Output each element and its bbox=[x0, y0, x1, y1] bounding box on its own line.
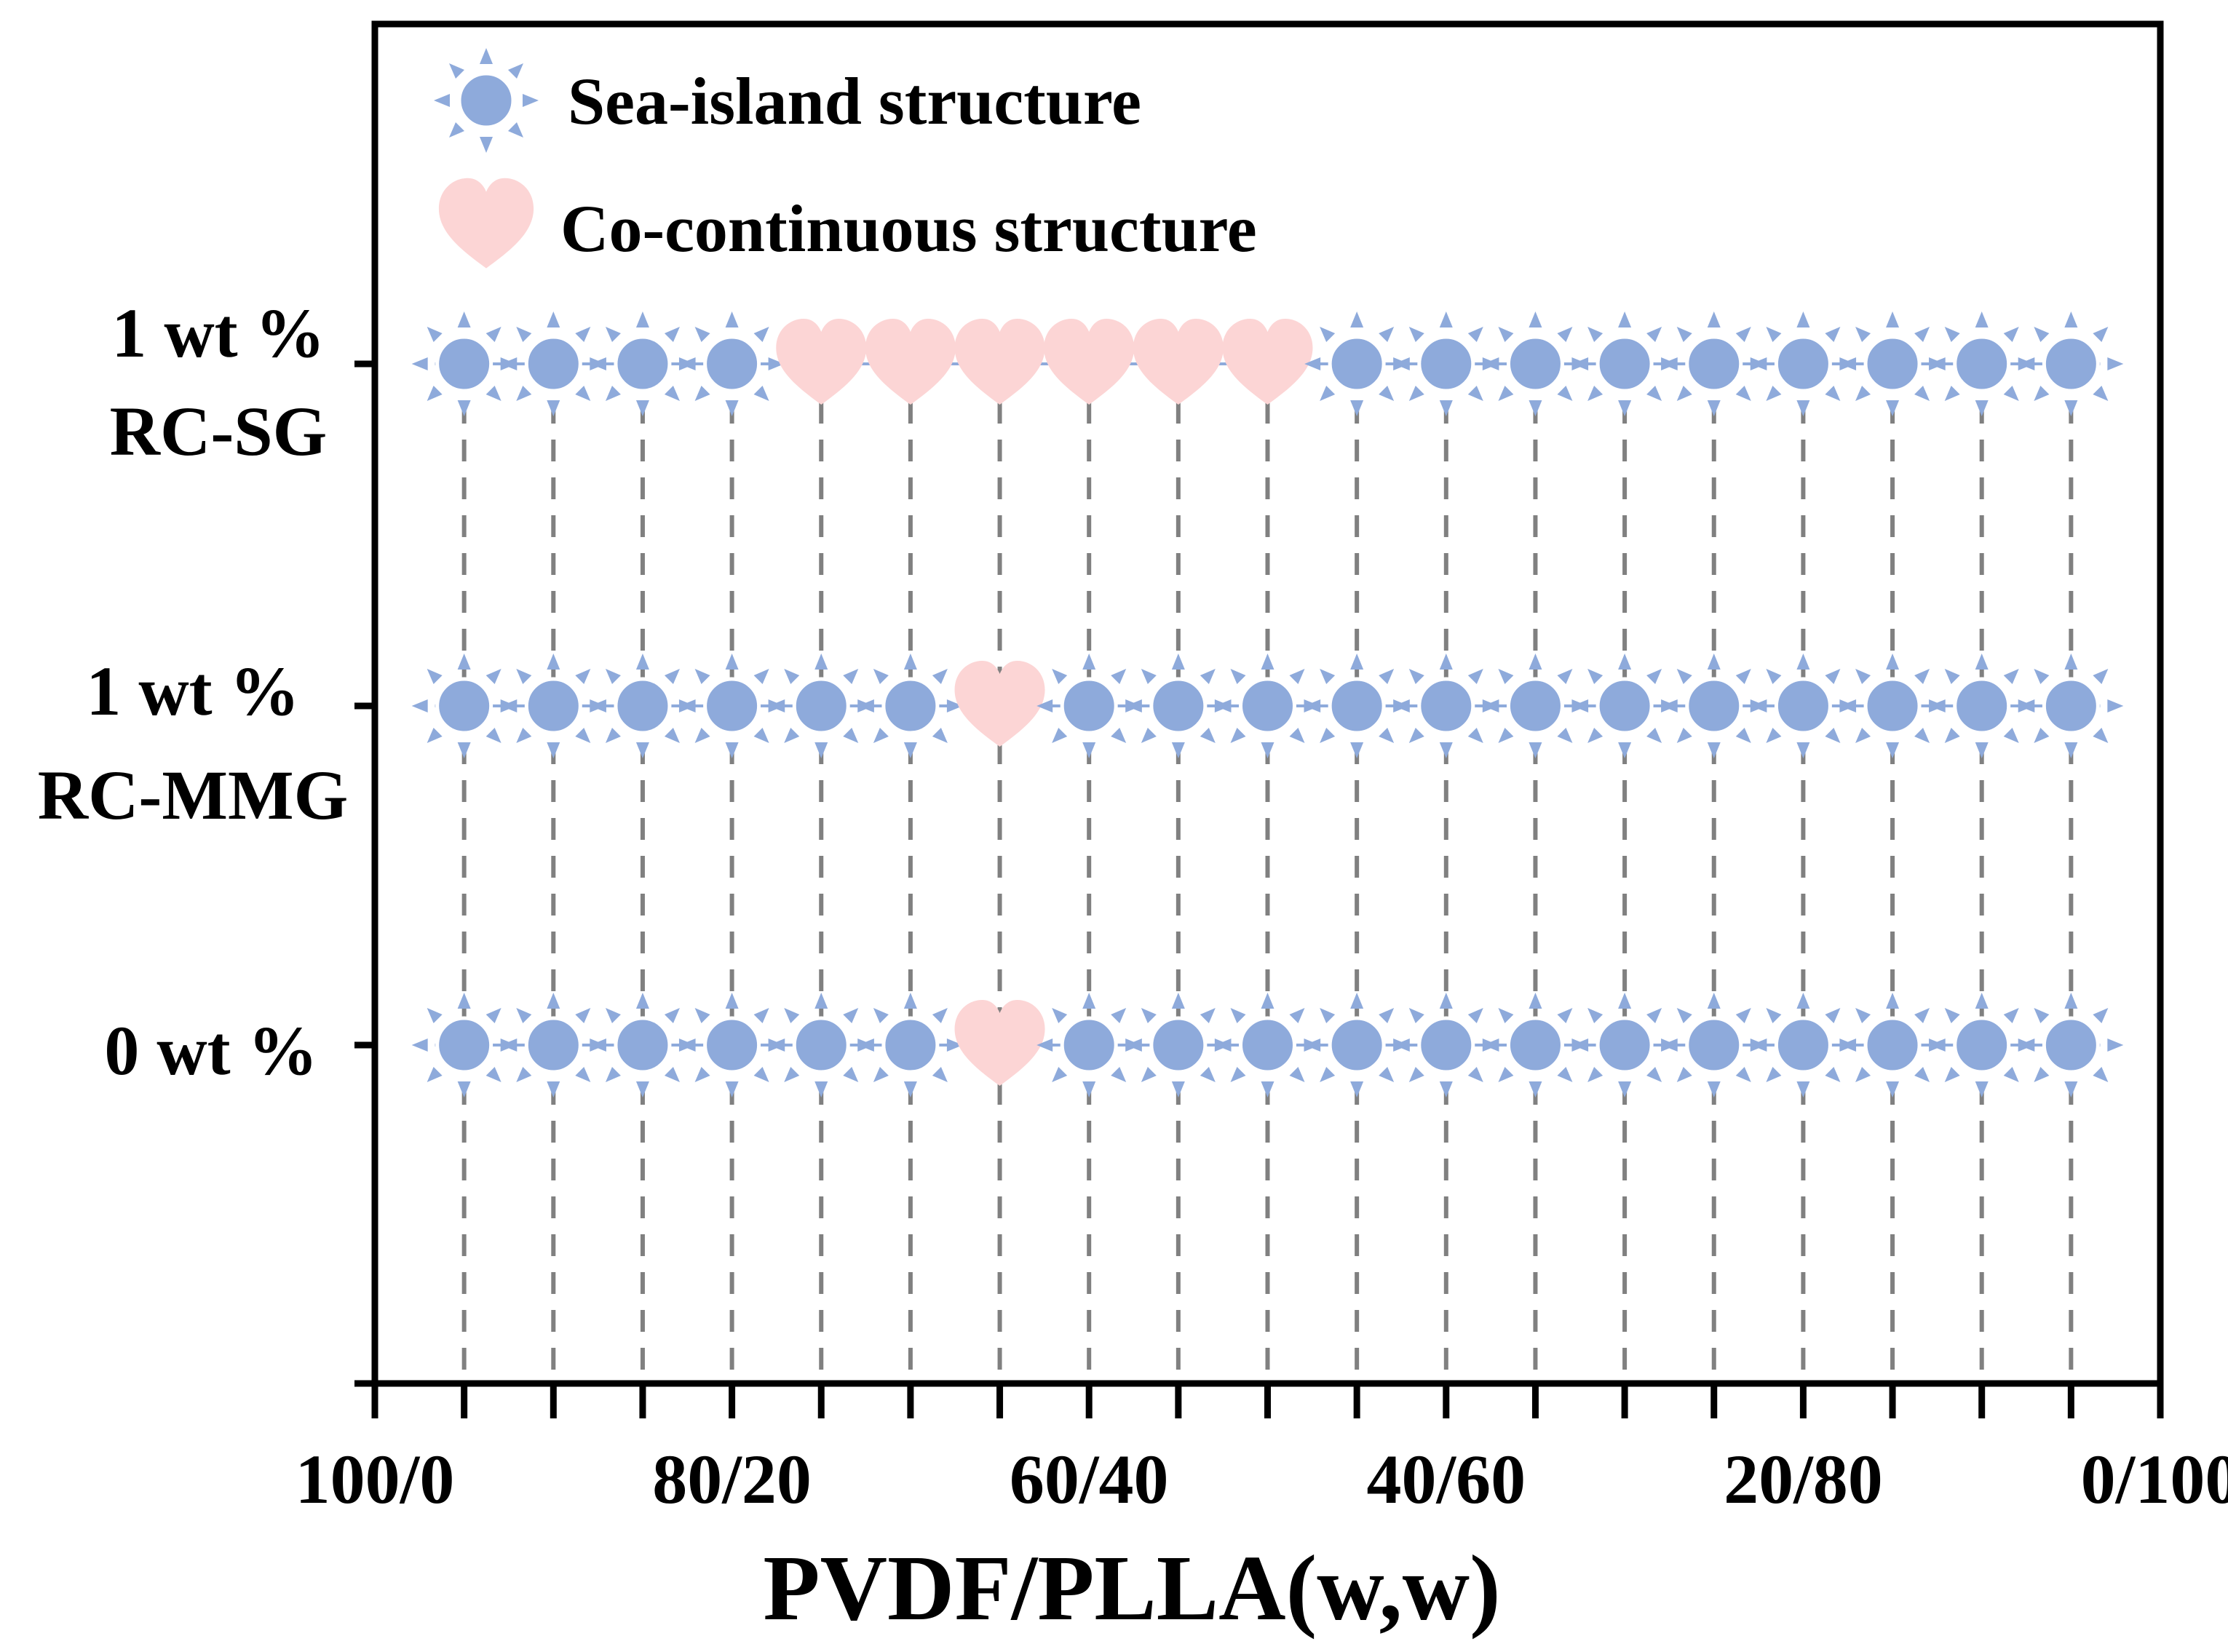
heart-marker-r0-5 bbox=[865, 319, 956, 405]
x-tick-label-2: 60/40 bbox=[1010, 1440, 1169, 1518]
sun-marker-r1-11 bbox=[1394, 654, 1499, 758]
heart-marker-r0-7 bbox=[1044, 319, 1135, 405]
sun-marker-r1-10 bbox=[1304, 654, 1409, 758]
legend-label-sea-island: Sea-island structure bbox=[568, 64, 1141, 138]
sun-marker-r0-15 bbox=[1751, 311, 1855, 416]
sun-marker-r0-11 bbox=[1394, 311, 1499, 416]
row-label-0-line-0: 1 wt % bbox=[111, 294, 325, 372]
sun-marker-r2-11 bbox=[1394, 993, 1499, 1097]
sun-marker-r2-5 bbox=[858, 993, 963, 1097]
sun-marker-r0-14 bbox=[1662, 311, 1767, 416]
sun-marker-r0-0 bbox=[412, 311, 517, 416]
sun-marker-r1-14 bbox=[1662, 654, 1767, 758]
row-label-2-line-0: 0 wt % bbox=[104, 1012, 317, 1089]
sun-marker-r2-8 bbox=[1126, 993, 1231, 1097]
heart-marker-r0-6 bbox=[954, 319, 1045, 405]
sun-marker-r1-3 bbox=[680, 654, 785, 758]
sun-marker-r0-16 bbox=[1840, 311, 1945, 416]
x-tick-label-5: 0/100 bbox=[2081, 1440, 2228, 1518]
sun-marker-r1-8 bbox=[1126, 654, 1231, 758]
row-labels: 1 wt % RC-SG 1 wt % RC-MMG 0 wt % bbox=[38, 294, 349, 1089]
legend: Sea-island structure Co-continuous struc… bbox=[434, 48, 1257, 269]
sun-marker-r0-3 bbox=[680, 311, 785, 416]
sun-marker-r1-9 bbox=[1216, 654, 1320, 758]
sun-marker-r1-4 bbox=[769, 654, 873, 758]
sun-marker-r1-13 bbox=[1572, 654, 1677, 758]
sun-marker-r1-1 bbox=[501, 654, 606, 758]
sun-marker-r1-17 bbox=[1930, 654, 2034, 758]
heart-marker-r0-4 bbox=[776, 319, 867, 405]
sun-marker-r2-0 bbox=[412, 993, 517, 1097]
y-ticks bbox=[354, 360, 375, 1387]
legend-heart-icon bbox=[438, 178, 534, 269]
sun-marker-r1-5 bbox=[858, 654, 963, 758]
sun-marker-r2-12 bbox=[1483, 993, 1587, 1097]
x-tick-label-4: 20/80 bbox=[1724, 1440, 1883, 1518]
sun-marker-r2-13 bbox=[1572, 993, 1677, 1097]
sun-marker-r0-12 bbox=[1483, 311, 1587, 416]
data-markers bbox=[412, 311, 2124, 1097]
legend-heart-marker bbox=[438, 178, 534, 269]
x-axis-title: PVDF/PLLA(w,w) bbox=[763, 1536, 1500, 1640]
sun-marker-r0-10 bbox=[1304, 311, 1409, 416]
sun-marker-r2-18 bbox=[2018, 993, 2123, 1097]
sun-marker-r0-13 bbox=[1572, 311, 1677, 416]
legend-sun-marker bbox=[434, 48, 539, 153]
sun-marker-r2-9 bbox=[1216, 993, 1320, 1097]
sun-marker-r1-18 bbox=[2018, 654, 2123, 758]
sun-marker-r0-1 bbox=[501, 311, 606, 416]
row-label-0-line-1: RC-SG bbox=[110, 392, 328, 470]
sun-marker-r1-7 bbox=[1036, 654, 1141, 758]
sun-marker-r0-17 bbox=[1930, 311, 2034, 416]
sun-marker-r2-10 bbox=[1304, 993, 1409, 1097]
sun-marker-r2-17 bbox=[1930, 993, 2034, 1097]
sun-marker-r2-1 bbox=[501, 993, 606, 1097]
x-tick-label-3: 40/60 bbox=[1366, 1440, 1526, 1518]
sun-marker-r2-15 bbox=[1751, 993, 1855, 1097]
row-label-1-line-0: 1 wt % bbox=[86, 652, 299, 730]
sun-marker-r2-4 bbox=[769, 993, 873, 1097]
legend-sun-icon bbox=[434, 48, 539, 153]
x-tick-labels: 100/0 80/20 60/40 40/60 20/80 0/100 bbox=[296, 1440, 2228, 1518]
sun-marker-r2-3 bbox=[680, 993, 785, 1097]
sun-marker-r2-14 bbox=[1662, 993, 1767, 1097]
sun-marker-r2-16 bbox=[1840, 993, 1945, 1097]
heart-marker-r0-9 bbox=[1222, 319, 1313, 405]
x-tick-label-0: 100/0 bbox=[296, 1440, 455, 1518]
x-tick-label-1: 80/20 bbox=[652, 1440, 812, 1518]
x-ticks bbox=[371, 1383, 2164, 1418]
legend-label-co-continuous: Co-continuous structure bbox=[560, 191, 1257, 266]
grid-lines bbox=[461, 364, 2074, 1376]
sun-marker-r2-7 bbox=[1036, 993, 1141, 1097]
sun-marker-r0-18 bbox=[2018, 311, 2123, 416]
sun-marker-r1-15 bbox=[1751, 654, 1855, 758]
row-label-1-line-1: RC-MMG bbox=[38, 756, 349, 834]
sun-marker-r1-16 bbox=[1840, 654, 1945, 758]
sun-marker-r1-2 bbox=[590, 654, 695, 758]
sun-marker-r2-2 bbox=[590, 993, 695, 1097]
heart-marker-r0-8 bbox=[1133, 319, 1224, 405]
sun-marker-r1-12 bbox=[1483, 654, 1587, 758]
sun-marker-r0-2 bbox=[590, 311, 695, 416]
sun-marker-r1-0 bbox=[412, 654, 517, 758]
